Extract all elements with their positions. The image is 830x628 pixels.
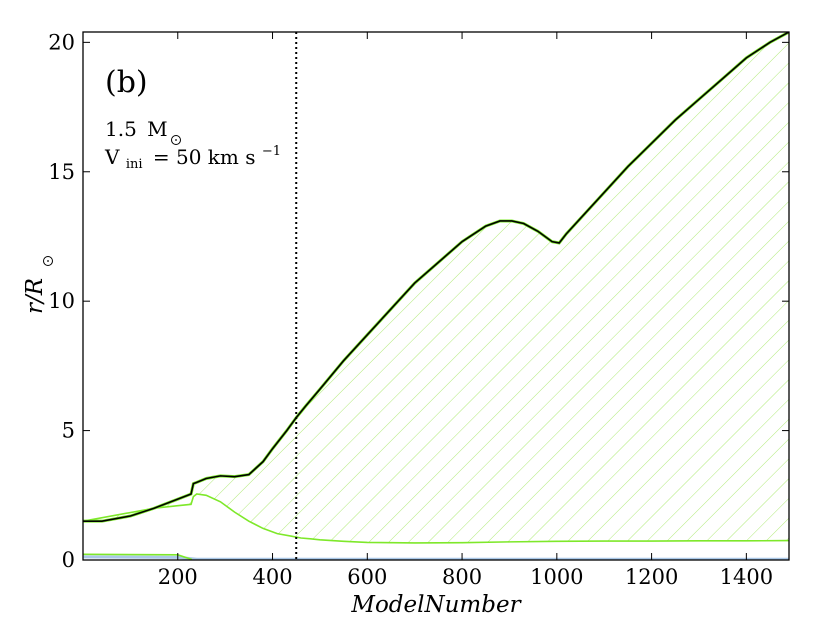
surface-radius-line	[83, 32, 789, 522]
x-tick-label: 600	[347, 565, 387, 589]
x-tick-label: 800	[442, 565, 482, 589]
x-axis-label: ModelNumber	[350, 592, 522, 618]
mass-value: 1.5	[105, 117, 137, 141]
y-label-sun-symbol-dot-icon	[47, 260, 49, 262]
svg-text:V ini = 50 km: V ini = 50 km s −1	[104, 144, 281, 173]
svg-text:r/R: r/R	[22, 278, 48, 314]
v-subscript: ini	[126, 157, 143, 172]
y-tick-label: 0	[62, 548, 75, 572]
mass-annotation: 1.5 M	[105, 117, 181, 145]
sun-symbol-dot-icon	[175, 139, 177, 141]
svg-text:1.5 M: 1.5 M	[105, 117, 168, 141]
convective-envelope-base-line	[83, 493, 789, 544]
convective-envelope-hatch	[83, 32, 789, 543]
sun-symbol-icon	[171, 135, 181, 145]
mass-unit: M	[147, 117, 167, 141]
y-tick-label: 20	[48, 30, 75, 54]
y-tick-label: 5	[62, 419, 75, 443]
y-tick-label: 10	[48, 289, 75, 313]
y-axis-ticks: 0 5 10 15 20	[48, 30, 789, 572]
x-axis-ticks: 200 400 600 800 1000 1200 1400	[158, 32, 773, 589]
x-tick-label: 400	[252, 565, 292, 589]
plot-frame	[82, 31, 790, 561]
y-axis-label: r/R	[22, 256, 53, 314]
x-tick-label: 1200	[625, 565, 678, 589]
y-label-sun-symbol-icon	[43, 256, 53, 266]
velocity-annotation: V ini = 50 km s −1	[104, 144, 281, 173]
panel-label: (b)	[105, 65, 148, 100]
x-tick-label: 1400	[720, 565, 773, 589]
v-exponent: −1	[262, 144, 281, 159]
y-tick-label: 15	[48, 160, 75, 184]
x-tick-label: 1000	[530, 565, 583, 589]
v-symbol: V	[104, 145, 120, 169]
v-equals: = 50 km s	[153, 145, 256, 169]
x-tick-label: 200	[158, 565, 198, 589]
